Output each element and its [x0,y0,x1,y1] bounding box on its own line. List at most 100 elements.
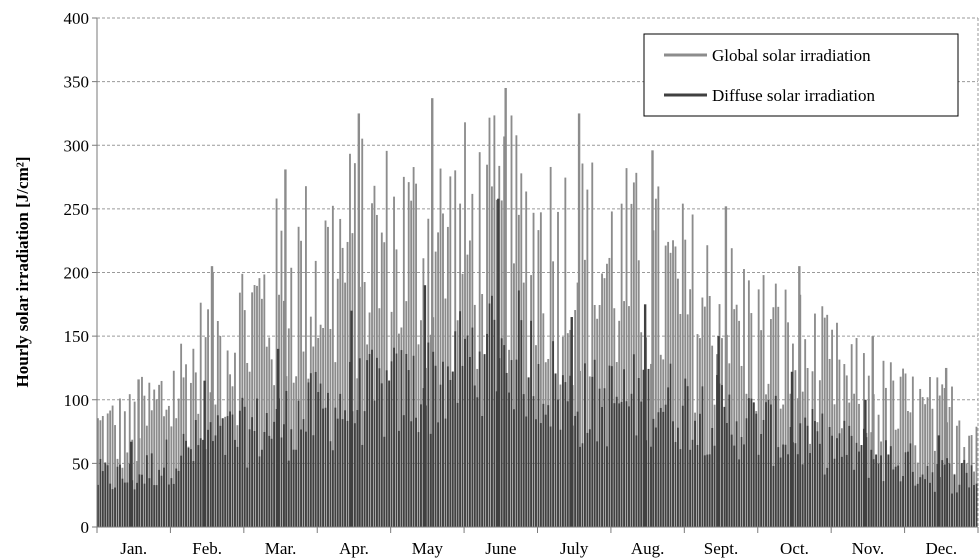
global-bar [539,212,542,528]
diffuse-bar [784,444,787,527]
diffuse-bar [845,454,848,527]
diffuse-bar [280,437,283,527]
diffuse-bar [263,432,266,527]
global-bar [258,278,261,527]
global-bar [385,150,388,528]
diffuse-bar [767,399,770,527]
diffuse-bar [476,397,479,527]
global-bar [305,186,307,528]
diffuse-bar [872,459,875,527]
global-bar [831,329,834,527]
diffuse-peak-bar [276,348,280,527]
diffuse-bar [155,485,158,527]
diffuse-bar [429,433,432,527]
global-bar [111,405,114,527]
diffuse-bar [153,485,156,527]
diffuse-bar [946,458,949,527]
x-tick-label-0: Jan. [120,539,147,558]
diffuse-bar [508,392,510,527]
global-bar [911,376,914,527]
global-bar [975,426,978,527]
diffuse-bar [229,411,231,527]
global-bar [557,211,559,527]
diffuse-peak-bar [203,380,206,527]
global-bar [919,388,922,527]
global-bar [691,214,694,527]
x-tick-label-8: Sept. [704,539,738,558]
diffuse-bar [787,454,789,527]
global-bar [801,391,804,527]
diffuse-bar [936,463,939,527]
diffuse-bar [371,349,373,527]
diffuse-bar [828,427,831,527]
global-bar [158,384,161,527]
diffuse-bar [224,454,227,527]
global-bar [363,282,366,527]
global-bar [282,300,285,527]
diffuse-bar [297,400,300,527]
global-bar [762,275,765,527]
diffuse-bar [752,402,755,527]
diffuse-bar [165,439,168,527]
diffuse-bar [212,441,214,527]
diffuse-bar [916,483,919,527]
diffuse-bar [97,484,99,527]
global-bar [287,328,290,527]
diffuse-bar [324,407,327,527]
global-bar [667,241,670,527]
diffuse-bar [676,427,679,527]
global-bar [207,309,209,527]
global-bar [525,191,528,527]
diffuse-peak-bar [790,371,794,527]
diffuse-bar [143,483,146,527]
global-bar [177,398,180,527]
global-bar [199,302,202,527]
diffuse-bar [664,404,667,527]
diffuse-bar [968,487,971,527]
diffuse-bar [454,331,457,527]
diffuse-bar [248,429,251,527]
diffuse-bar [559,429,562,527]
y-axis-label: Hourly solar irradiation [J/cm²] [13,157,32,388]
diffuse-bar [686,386,689,527]
diffuse-bar [735,421,738,527]
global-bar [444,298,447,527]
x-tick-label-1: Feb. [192,539,222,558]
global-bar [625,168,628,527]
diffuse-bar [234,439,236,527]
diffuse-bar [862,428,865,527]
global-bar [958,420,961,527]
diffuse-bar [194,420,197,527]
diffuse-bar [955,492,958,527]
diffuse-peak-bar [350,310,353,527]
diffuse-bar [331,450,334,527]
diffuse-bar [579,446,581,527]
diffuse-bar [618,403,621,527]
global-peak-bar [137,379,140,527]
diffuse-bar [779,457,782,527]
global-bar [349,153,351,527]
diffuse-bar [287,460,290,527]
diffuse-bar [601,406,603,527]
global-bar [787,322,789,527]
global-peak-bar [504,87,507,528]
diffuse-bar [970,465,973,527]
y-tick-label-1: 50 [72,454,89,473]
global-bar [867,375,870,527]
diffuse-bar [412,355,415,527]
diffuse-bar [177,470,180,527]
global-peak-bar [798,266,801,527]
x-tick-label-9: Oct. [780,539,809,558]
global-bar [826,314,829,527]
global-bar [141,376,143,527]
diffuse-bar [902,476,904,527]
diffuse-bar [561,375,564,527]
global-bar [373,185,376,527]
diffuse-bar [625,401,628,527]
legend-label-global: Global solar irradiation [712,46,871,65]
diffuse-bar [167,484,170,527]
global-bar [606,263,608,527]
global-bar [845,375,848,527]
diffuse-bar [133,489,136,527]
